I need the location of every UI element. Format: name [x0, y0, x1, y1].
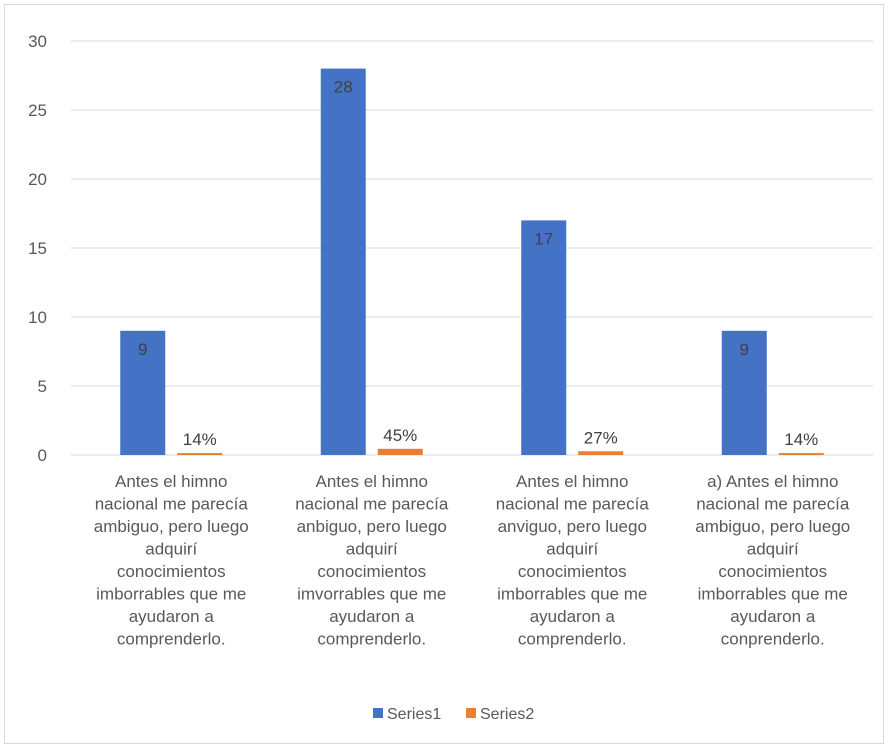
series2-bar	[778, 453, 824, 455]
category-label-line: comprenderlo.	[317, 630, 426, 649]
category-label-line: imborrables que me	[698, 585, 848, 604]
y-tick-label: 30	[28, 32, 47, 51]
category-label-line: Antes el himno	[516, 472, 628, 491]
category-label-line: a) Antes el himno	[707, 472, 838, 491]
series1-bar	[721, 330, 767, 455]
category-label-line: imborrables que me	[96, 585, 246, 604]
chart-frame: 0 5 10 15 20 25 30 9 14% 28 45% 17 27% 9 14% Antes el…	[4, 4, 884, 744]
category-label-line: comprenderlo.	[518, 630, 627, 649]
series2-data-label: 14%	[784, 430, 818, 449]
category-label-line: imborrables que me	[497, 585, 647, 604]
series2-bar	[177, 453, 223, 455]
category-label: a) Antes el himno nacional me parecía ambi…	[695, 472, 850, 649]
category-label-line: nacional me parecía	[696, 495, 850, 514]
series2-bar	[377, 448, 423, 455]
category-label-line: ambiguo, pero luego	[94, 517, 249, 536]
category-label-line: anbiguo, pero luego	[297, 517, 447, 536]
y-tick-label: 0	[38, 446, 47, 465]
series1-bar	[320, 68, 366, 455]
category-label: Antes el himno nacional me parecía anviguo…	[496, 472, 650, 649]
category-label-line: ambiguo, pero luego	[695, 517, 850, 536]
category-label-line: adquirí	[546, 540, 598, 559]
legend-label: Series1	[387, 706, 441, 723]
y-tick-label: 20	[28, 170, 47, 189]
category-label-line: nacional me parecía	[295, 495, 449, 514]
y-tick-label: 15	[28, 239, 47, 258]
category-label-line: imvorrables que me	[297, 585, 446, 604]
category-label-line: nacional me parecía	[95, 495, 249, 514]
category-label: Antes el himno nacional me parecía ambiguo…	[94, 472, 249, 649]
category-label-line: conocimientos	[117, 562, 226, 581]
x-axis-category-labels: Antes el himno nacional me parecía ambiguo…	[94, 472, 851, 649]
category-label: Antes el himno nacional me parecía anbiguo…	[295, 472, 449, 649]
data-labels: 9 14% 28 45% 17 27% 9 14%	[138, 78, 818, 449]
bar-chart: 0 5 10 15 20 25 30 9 14% 28 45% 17 27% 9 14% Antes el…	[28, 32, 873, 723]
y-axis-tick-labels: 0 5 10 15 20 25 30	[28, 32, 47, 465]
category-label-line: conocimientos	[518, 562, 627, 581]
category-label-line: adquirí	[145, 540, 197, 559]
category-label-line: comprenderlo.	[117, 630, 226, 649]
bars	[120, 68, 824, 455]
category-label-line: ayudaron a	[129, 607, 215, 626]
y-tick-label: 5	[38, 377, 47, 396]
category-label-line: conocimientos	[317, 562, 426, 581]
legend-swatch	[466, 708, 476, 718]
category-label-line: ayudaron a	[730, 607, 816, 626]
legend: Series1 Series2	[373, 706, 534, 723]
category-label-line: nacional me parecía	[496, 495, 650, 514]
category-label-line: ayudaron a	[329, 607, 415, 626]
category-label-line: ayudaron a	[530, 607, 616, 626]
series2-data-label: 45%	[383, 426, 417, 445]
legend-swatch	[373, 708, 383, 718]
series1-bar	[120, 330, 166, 455]
series1-bar	[521, 220, 567, 455]
category-label-line: Antes el himno	[316, 472, 428, 491]
y-tick-label: 10	[28, 308, 47, 327]
category-label-line: adquirí	[747, 540, 799, 559]
series2-bar	[578, 451, 624, 455]
series2-data-label: 27%	[584, 428, 618, 447]
series1-data-label: 17	[534, 229, 553, 248]
category-label-line: conocimientos	[718, 562, 827, 581]
series1-data-label: 9	[740, 340, 749, 359]
legend-label: Series2	[480, 706, 534, 723]
category-label-line: adquirí	[346, 540, 398, 559]
series1-data-label: 28	[334, 78, 353, 97]
category-label-line: Antes el himno	[115, 472, 227, 491]
gridlines	[71, 40, 873, 456]
category-label-line: anviguo, pero luego	[498, 517, 647, 536]
category-label-line: conprenderlo.	[721, 630, 825, 649]
y-tick-label: 25	[28, 101, 47, 120]
series1-data-label: 9	[138, 340, 147, 359]
series2-data-label: 14%	[183, 430, 217, 449]
